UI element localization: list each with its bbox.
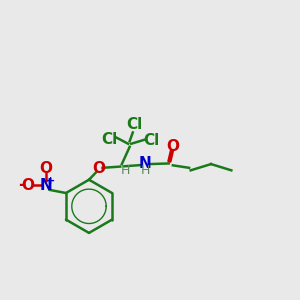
Text: O: O [21,178,34,193]
Text: -: - [18,176,25,194]
Text: Cl: Cl [143,133,160,148]
Text: O: O [92,161,105,176]
Text: H: H [121,164,130,177]
Text: Cl: Cl [101,131,118,146]
Text: O: O [39,161,52,176]
Text: N: N [39,178,52,193]
Text: N: N [139,156,152,171]
Text: +: + [46,176,56,186]
Text: Cl: Cl [126,118,142,133]
Text: O: O [166,139,179,154]
Text: H: H [141,164,151,177]
